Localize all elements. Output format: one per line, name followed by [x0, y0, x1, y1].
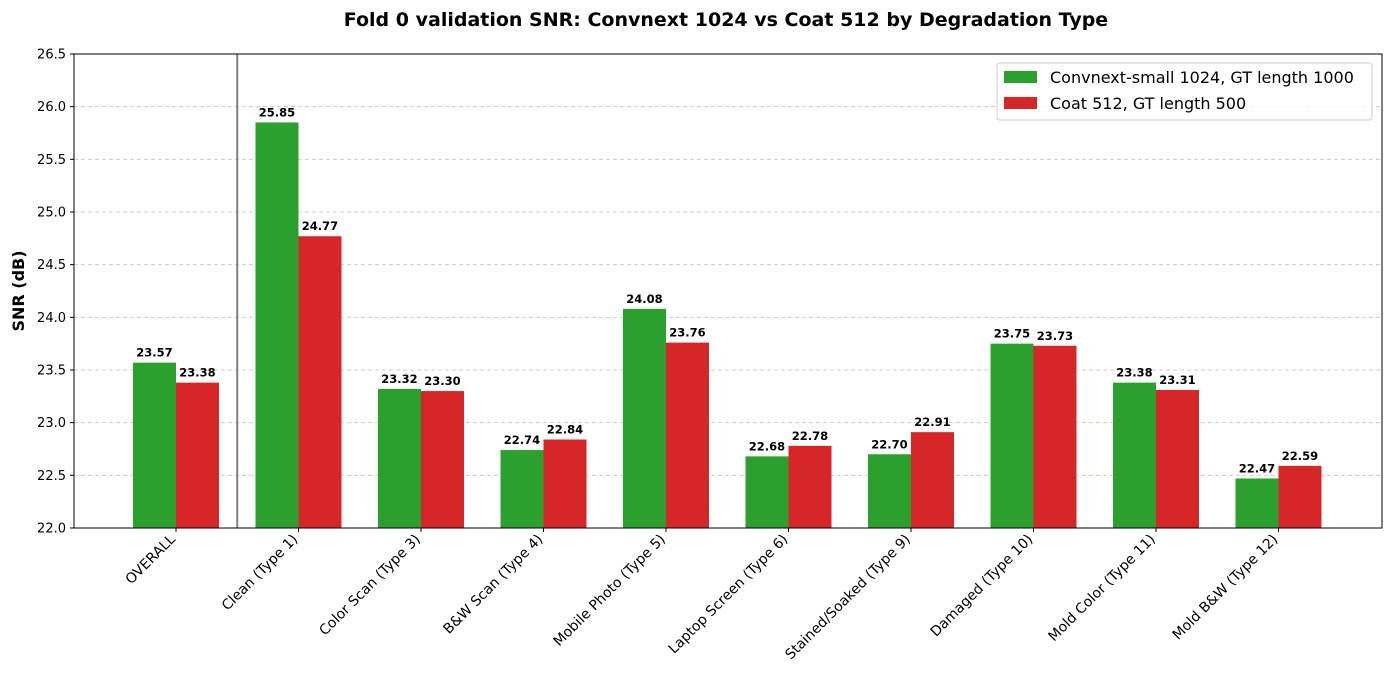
data-label: 23.75: [994, 327, 1030, 341]
data-label: 23.73: [1037, 329, 1073, 343]
bar-coat: [298, 236, 342, 528]
y-tick-label: 25.0: [37, 206, 66, 221]
bar-coat: [176, 382, 219, 528]
plot-frame: [73, 53, 1383, 529]
data-label: 23.31: [1159, 373, 1195, 387]
bar-convnext: [745, 456, 789, 528]
data-label: 23.38: [1116, 366, 1152, 380]
bar-coat: [1033, 345, 1077, 528]
data-label: 24.77: [302, 219, 338, 233]
bar-coat: [1156, 390, 1199, 528]
y-tick-label: 22.0: [37, 522, 66, 537]
data-label: 22.91: [914, 415, 950, 429]
y-tick-label: 24.5: [37, 258, 66, 273]
data-label: 22.70: [871, 437, 907, 451]
data-label: 23.32: [381, 372, 417, 386]
bar-convnext: [133, 362, 176, 528]
bar-coat: [1278, 465, 1322, 528]
bar-coat: [421, 391, 464, 528]
data-label: 23.38: [179, 366, 215, 380]
bar-convnext: [990, 343, 1034, 528]
data-label: 23.76: [669, 326, 705, 340]
data-label: 24.08: [626, 292, 662, 306]
bar-convnext: [255, 122, 299, 528]
bar-convnext: [1113, 382, 1156, 528]
bar-convnext: [868, 454, 911, 528]
y-tick-label: 26.0: [37, 100, 66, 115]
bar-convnext: [500, 450, 544, 528]
legend: Convnext-small 1024, GT length 1000 Coat …: [996, 62, 1373, 121]
bar-coat: [911, 432, 954, 528]
data-label: 23.57: [136, 346, 172, 360]
bar-convnext: [1235, 478, 1279, 528]
bar-coat: [666, 342, 709, 528]
y-tick-label: 25.5: [37, 153, 66, 168]
y-tick-label: 23.5: [37, 364, 66, 379]
data-label: 22.84: [547, 423, 583, 437]
data-label: 22.47: [1239, 461, 1275, 475]
data-label: 22.78: [792, 429, 828, 443]
y-tick-label: 26.5: [37, 48, 66, 63]
legend-swatch: [1004, 97, 1037, 109]
y-tick-label: 23.0: [37, 416, 66, 431]
data-label: 22.59: [1282, 449, 1318, 463]
bar-coat: [543, 439, 587, 528]
bar-coat: [788, 445, 832, 528]
data-label: 22.74: [504, 433, 540, 447]
legend-swatch: [1004, 71, 1037, 83]
y-axis-label: SNR (dB): [9, 250, 28, 331]
bar-convnext: [623, 308, 666, 528]
legend-label: Coat 512, GT length 500: [1050, 94, 1246, 113]
bar-convnext: [378, 388, 421, 528]
legend-label: Convnext-small 1024, GT length 1000: [1050, 68, 1354, 87]
chart-title: Fold 0 validation SNR: Convnext 1024 vs …: [344, 9, 1108, 31]
data-label: 22.68: [749, 439, 785, 453]
y-tick-label: 24.0: [37, 311, 66, 326]
data-label: 25.85: [259, 105, 295, 119]
data-label: 23.30: [424, 374, 460, 388]
legend-box: [996, 62, 1373, 121]
y-tick-label: 22.5: [37, 469, 66, 484]
